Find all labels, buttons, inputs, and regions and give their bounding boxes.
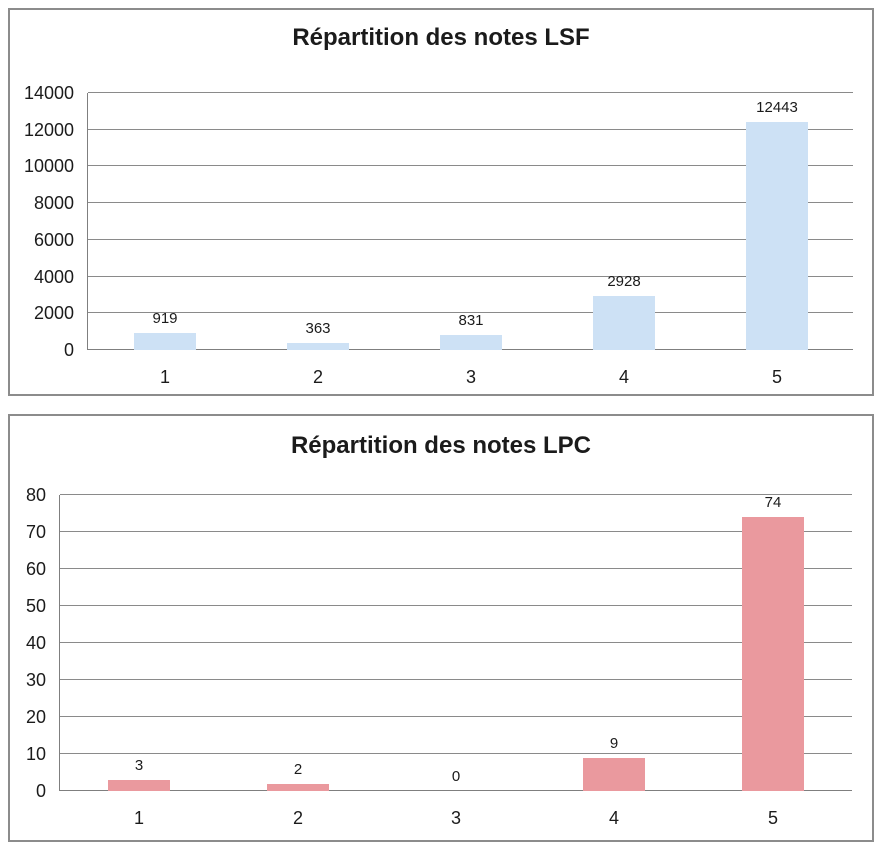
x-axis-label-3: 3 (450, 808, 461, 828)
x-axis-label-2: 2 (312, 367, 323, 387)
gridline-y-14000 (88, 92, 853, 93)
y-tick-label-30: 30 (25, 670, 46, 690)
bar-value-label-5: 74 (764, 494, 782, 511)
y-tick-label-60: 60 (25, 559, 46, 579)
bar-1 (108, 780, 170, 791)
gridline-y-2000 (88, 312, 853, 313)
y-tick-label-80: 80 (25, 485, 46, 505)
x-axis-line (59, 790, 852, 791)
x-axis-label-4: 4 (618, 367, 629, 387)
bar-5 (746, 122, 808, 350)
plot-area-lsf: 0 2000 4000 6000 8000 10000 12000 14000 919 1 363 2… (10, 10, 872, 394)
bar-value-label-4: 2928 (607, 273, 641, 290)
plot-area-lpc: 0 10 20 30 40 50 60 70 80 3 1 2 2 0 3 9 4 74 5 (10, 416, 872, 840)
gridline-y-6000 (88, 239, 853, 240)
y-tick-label-8000: 8000 (33, 193, 74, 213)
y-axis-line (87, 93, 88, 350)
bar-value-label-1: 919 (152, 310, 178, 327)
y-tick-label-12000: 12000 (23, 120, 74, 140)
gridline-y-10 (60, 753, 852, 754)
y-tick-label-10000: 10000 (23, 156, 74, 176)
gridline-y-30 (60, 679, 852, 680)
gridline-y-50 (60, 605, 852, 606)
y-tick-label-50: 50 (25, 596, 46, 616)
bar-2 (267, 784, 329, 791)
y-axis-line (59, 495, 60, 791)
x-axis-label-1: 1 (133, 808, 144, 828)
bar-4 (593, 296, 655, 350)
y-tick-label-0: 0 (63, 340, 74, 360)
gridline-y-8000 (88, 202, 853, 203)
gridline-y-4000 (88, 276, 853, 277)
bar-value-label-2: 2 (293, 761, 303, 778)
chart-title-lpc: Répartition des notes LPC (290, 432, 592, 459)
bar-1 (134, 333, 196, 350)
gridline-y-20 (60, 716, 852, 717)
bar-value-label-1: 3 (134, 757, 144, 774)
bar-value-label-5: 12443 (756, 99, 798, 116)
y-tick-label-4000: 4000 (33, 267, 74, 287)
x-axis-label-3: 3 (465, 367, 476, 387)
y-tick-label-0: 0 (35, 781, 46, 801)
gridline-y-80 (60, 494, 852, 495)
bar-value-label-3: 0 (451, 768, 461, 785)
bar-value-label-3: 831 (458, 312, 484, 329)
bar-value-label-4: 9 (609, 735, 619, 752)
y-tick-label-6000: 6000 (33, 230, 74, 250)
bar-5 (742, 517, 804, 791)
x-axis-label-5: 5 (767, 808, 778, 828)
gridline-y-10000 (88, 165, 853, 166)
chart-lsf: Répartition des notes LSF 0 2000 4000 6000 8… (8, 8, 874, 396)
chart-lpc: Répartition des notes LPC 0 10 20 30 40 50 60 7… (8, 414, 874, 842)
bar-2 (287, 343, 349, 350)
bar-value-label-2: 363 (305, 320, 331, 337)
x-axis-label-2: 2 (292, 808, 303, 828)
y-tick-label-2000: 2000 (33, 303, 74, 323)
y-tick-label-70: 70 (25, 522, 46, 542)
bar-3 (440, 335, 502, 350)
y-tick-label-40: 40 (25, 633, 46, 653)
x-axis-label-1: 1 (159, 367, 170, 387)
y-tick-label-14000: 14000 (23, 83, 74, 103)
gridline-y-12000 (88, 129, 853, 130)
x-axis-label-4: 4 (608, 808, 619, 828)
y-tick-label-10: 10 (25, 744, 46, 764)
gridline-y-40 (60, 642, 852, 643)
y-tick-label-20: 20 (25, 707, 46, 727)
gridline-y-70 (60, 531, 852, 532)
x-axis-label-5: 5 (771, 367, 782, 387)
gridline-y-60 (60, 568, 852, 569)
bar-4 (583, 758, 645, 791)
chart-title-lsf: Répartition des notes LSF (292, 24, 590, 51)
